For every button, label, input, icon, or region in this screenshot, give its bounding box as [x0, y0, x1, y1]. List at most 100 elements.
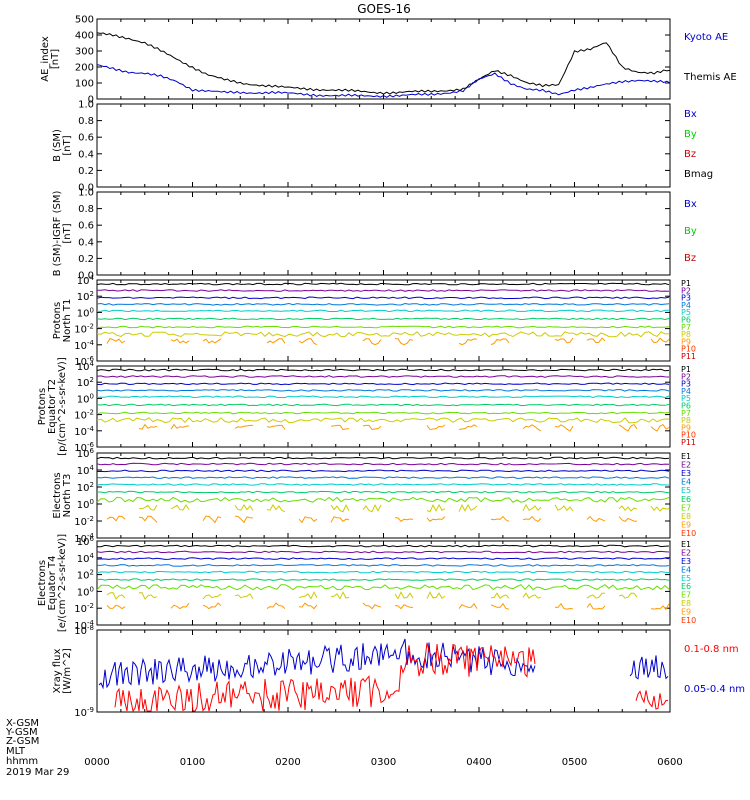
channel-E1-trace: [96, 456, 670, 460]
channel-label-P11: P11: [681, 352, 696, 361]
channel-label-P1: P1: [681, 365, 691, 374]
ylabel-b-sm: B (SM) [nT]: [52, 129, 73, 162]
channel-E9-segment: [298, 602, 318, 610]
legend-b-sm-3: Bmag: [684, 169, 713, 180]
channel-P3-trace: [96, 382, 670, 386]
channel-label-P4: P4: [681, 387, 691, 396]
channel-label-P4: P4: [681, 301, 691, 310]
channel-E8-segment: [426, 591, 446, 600]
channel-E8-segment: [458, 503, 478, 512]
channel-E9-segment: [426, 516, 446, 522]
channel-P9-segment: [650, 423, 670, 432]
legend-b-igrf-0: Bx: [684, 199, 697, 210]
channel-E8-segment: [266, 504, 286, 513]
y-tick-label: 10-2: [74, 323, 94, 336]
y-tick-label: 500: [75, 15, 94, 26]
channel-E9-segment: [490, 602, 510, 610]
channel-E8-segment: [618, 592, 638, 599]
channel-E8-segment: [234, 593, 254, 599]
ylabel-panel-electrons-t4-line: [e/(cm^2-s-sr-keV)]: [57, 534, 68, 632]
panel-b-sm-frame: [96, 103, 671, 188]
channel-P4-trace: [96, 389, 670, 392]
channel-label-E10: E10: [681, 529, 696, 538]
y-tick-label: 100: [77, 306, 94, 319]
x-tick-label: 0100: [180, 757, 205, 768]
ylabel-xray-line: [W/m^2]: [62, 648, 73, 694]
channel-E5-trace: [96, 483, 670, 486]
ylabel-panel-protons-t2-line: Equator T2: [47, 379, 58, 434]
channel-E9-segment: [586, 602, 606, 610]
ylabel-panel-electrons-t4-line: Equator T4: [47, 556, 58, 611]
channel-label-E2: E2: [681, 548, 691, 557]
y-tick-label: 0.6: [78, 221, 94, 232]
y-tick-label: 10-4: [74, 619, 94, 632]
ylabel-panel-protons-t1: Protons North T1: [52, 299, 73, 343]
y-tick-label: 0.6: [78, 133, 94, 144]
channel-label-P5: P5: [681, 308, 691, 317]
y-tick-label: 100: [75, 79, 94, 90]
channel-E9-segment: [202, 602, 222, 610]
y-tick-label: 104: [77, 274, 95, 287]
channel-P9-segment: [202, 338, 222, 344]
channel-E8-segment: [298, 591, 318, 600]
channel-E8-segment: [106, 592, 126, 600]
footer-label: hhmm: [6, 756, 38, 767]
ylabel-ae-index-line: AE_index: [40, 36, 51, 82]
channel-P9-segment: [554, 424, 574, 432]
channel-P9-segment: [106, 337, 126, 344]
plot-title: GOES-16: [357, 2, 411, 16]
channel-label-E8: E8: [681, 512, 691, 521]
channel-E9-segment: [170, 602, 190, 610]
legend-themis-ae: Themis AE: [683, 72, 737, 83]
y-tick-label: 100: [77, 585, 94, 598]
channel-E9-segment: [458, 602, 478, 609]
legend-b-sm-0: Bx: [684, 109, 697, 120]
channel-P7-trace: [96, 325, 670, 329]
channel-P9-segment: [138, 423, 158, 430]
legend-xray-long: 0.1-0.8 nm: [684, 644, 739, 655]
ylabel-panel-protons-t2: Protons Equator T2 [p/(cm^2-s-sr-keV)]: [37, 357, 68, 456]
channel-P9-segment: [362, 338, 382, 346]
channel-label-P6: P6: [681, 402, 691, 411]
channel-E9-segment: [266, 602, 286, 610]
panel-b-igrf-frame: [96, 191, 671, 276]
y-tick-label: 200: [75, 63, 94, 74]
channel-E3-trace: [96, 557, 670, 560]
channel-E9-segment: [650, 603, 670, 611]
channel-E4-trace: [96, 476, 670, 479]
channel-E9-segment: [330, 516, 350, 523]
channel-P9-segment: [650, 337, 670, 344]
xray-long-trace-late: [635, 690, 669, 710]
y-tick-label: 102: [77, 376, 94, 389]
channel-E8-segment: [138, 592, 158, 600]
channel-E9-segment: [234, 515, 254, 524]
channel-label-P9: P9: [681, 423, 691, 432]
channel-label-P3: P3: [681, 380, 691, 389]
legend-b-igrf-1: By: [684, 226, 697, 237]
y-tick-label: 0.2: [78, 254, 94, 265]
y-tick-label: 1.0: [78, 188, 94, 199]
y-tick-label: 100: [77, 498, 94, 511]
channel-P9-segment: [554, 337, 574, 344]
y-tick-label: 0.0: [78, 183, 94, 194]
footer-label: Z-GSM: [6, 736, 39, 747]
channel-label-P1: P1: [681, 279, 691, 288]
channel-label-P10: P10: [681, 345, 696, 354]
channel-P9-segment: [458, 338, 478, 346]
channel-E8-segment: [522, 503, 542, 512]
channel-E8-segment: [330, 591, 350, 600]
x-tick-label: 0500: [562, 757, 587, 768]
channel-E7-trace: [96, 584, 670, 591]
channel-label-P8: P8: [681, 416, 691, 425]
x-axis-tick-labels: 0000 0100 0200 0300 0400 0500 0600: [84, 757, 682, 768]
channel-P9-segment: [298, 338, 318, 346]
panel-b-sm: 0.0 0.2 0.4 0.6 0.8 1.0 B (SM) [nT] Bx By Bz Bmag: [52, 100, 713, 194]
panel-electrons-t4-frame: [96, 540, 671, 626]
channel-P6-trace: [96, 403, 670, 407]
y-tick-label: 0.2: [78, 166, 94, 177]
channel-label-P2: P2: [681, 286, 691, 295]
channel-E4-trace: [96, 564, 670, 567]
footer-label: MLT: [6, 746, 26, 757]
